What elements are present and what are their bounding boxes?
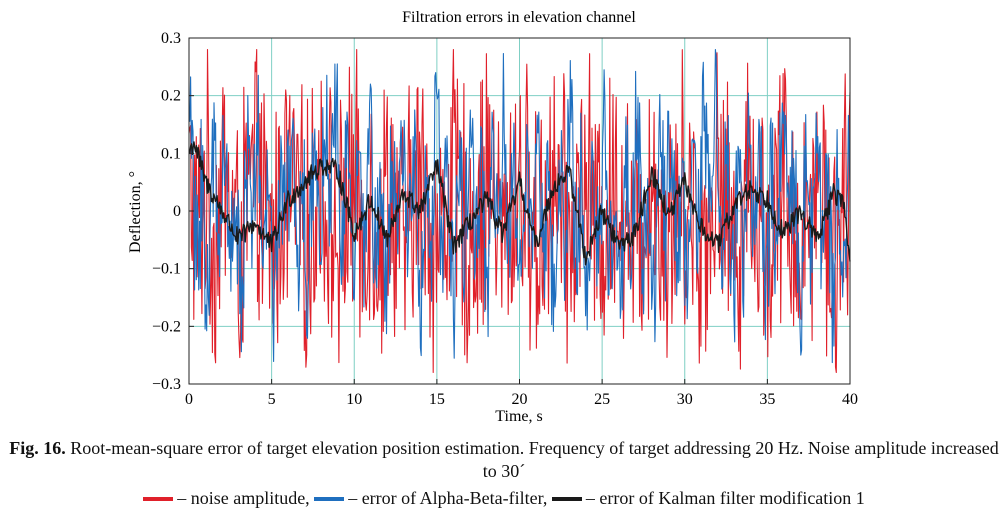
legend-label-alpha-beta: – error of Alpha-Beta-filter, <box>348 488 548 508</box>
legend-swatch-alpha-beta <box>314 496 345 501</box>
legend-label-noise: – noise amplitude, <box>177 488 310 508</box>
x-tick-label: 15 <box>429 391 445 408</box>
figure-label: Fig. 16. <box>9 438 66 458</box>
figure-caption: Fig. 16. Root-mean-square error of targe… <box>0 437 1008 483</box>
y-tick-label: −0.1 <box>152 261 181 278</box>
legend: – noise amplitude, – error of Alpha-Beta… <box>0 486 1008 510</box>
legend-label-kalman: – error of Kalman filter modification 1 <box>585 488 865 508</box>
x-tick-label: 25 <box>594 391 610 408</box>
y-tick-label: −0.2 <box>152 318 181 335</box>
x-tick-label: 20 <box>512 391 528 408</box>
y-axis-label: Deflection, ° <box>127 171 144 253</box>
axis-ticks: 0 5 10 15 20 25 30 35 40 0.3 0.2 0.1 0 −0.1 −0.2 −0.3 <box>152 30 858 408</box>
legend-swatch-kalman <box>551 496 582 501</box>
y-tick-label: 0.1 <box>161 145 181 162</box>
legend-swatch-noise <box>143 496 174 501</box>
legend-entry-alpha-beta: – error of Alpha-Beta-filter, <box>314 488 552 508</box>
y-tick-label: 0 <box>173 203 181 220</box>
y-tick-label: −0.3 <box>152 376 181 393</box>
x-tick-label: 35 <box>759 391 775 408</box>
x-tick-label: 10 <box>346 391 362 408</box>
x-axis-label: Time, s <box>495 408 542 425</box>
legend-entry-kalman: – error of Kalman filter modification 1 <box>551 488 865 508</box>
series-alpha-beta-error <box>188 48 851 364</box>
series-kalman-error <box>188 141 851 266</box>
chart-figure: Filtration errors in elevation channel 0… <box>127 9 858 425</box>
legend-entry-noise: – noise amplitude, <box>143 488 314 508</box>
y-tick-label: 0.3 <box>161 30 181 47</box>
x-tick-label: 40 <box>842 391 858 408</box>
x-tick-label: 5 <box>268 391 276 408</box>
figure-caption-text: Root-mean-square error of target elevati… <box>70 438 999 481</box>
y-tick-label: 0.2 <box>161 88 181 105</box>
x-tick-label: 0 <box>185 391 193 408</box>
x-tick-label: 30 <box>677 391 693 408</box>
chart-title: Filtration errors in elevation channel <box>402 9 636 26</box>
series-lines <box>188 48 851 374</box>
